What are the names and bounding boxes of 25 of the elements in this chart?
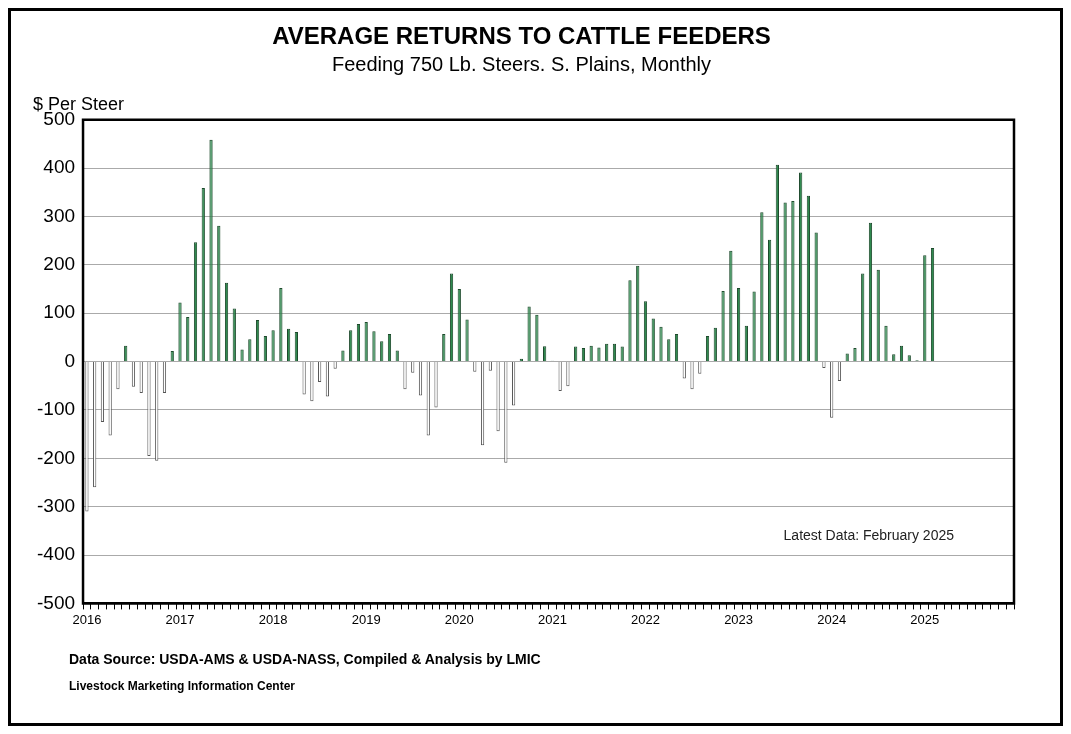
- x-tick-label: 2019: [351, 611, 381, 627]
- y-tick-label: -400: [37, 543, 76, 565]
- source-note: Data Source: USDA-AMS & USDA-NASS, Compiled & Analysis by LMIC: [69, 651, 542, 667]
- x-tick-label: 2018: [258, 611, 288, 627]
- y-tick-label: 200: [43, 253, 76, 275]
- x-tick-label: 2020: [444, 611, 474, 627]
- y-tick-label: -100: [37, 398, 76, 420]
- text: Livestock Marketing Information Center: [69, 679, 297, 693]
- chart-title: AVERAGE RETURNS TO CATTLE FEEDERS: [272, 22, 771, 50]
- y-tick-label: 0: [64, 349, 76, 371]
- y-tick-label: 100: [43, 301, 76, 323]
- x-tick-label: 2024: [817, 611, 847, 627]
- annotation: Latest Data: February 2025: [783, 526, 955, 543]
- x-tick-label: 2023: [724, 611, 754, 627]
- x-tick-label: 2017: [165, 611, 195, 627]
- x-tick-label: 2016: [72, 611, 102, 627]
- y-tick-label: 300: [43, 204, 76, 226]
- y-tick-label: -500: [37, 591, 76, 613]
- x-tick-label: 2022: [631, 611, 660, 627]
- y-tick-label: -300: [37, 494, 76, 516]
- x-tick-label: 2025: [910, 611, 940, 627]
- y-tick-label: -200: [37, 446, 76, 468]
- y-tick-label: 400: [43, 156, 76, 178]
- chart-subtitle: Feeding 750 Lb. Steers. S. Plains, Monthly: [331, 53, 712, 76]
- x-tick-label: 2021: [537, 611, 567, 627]
